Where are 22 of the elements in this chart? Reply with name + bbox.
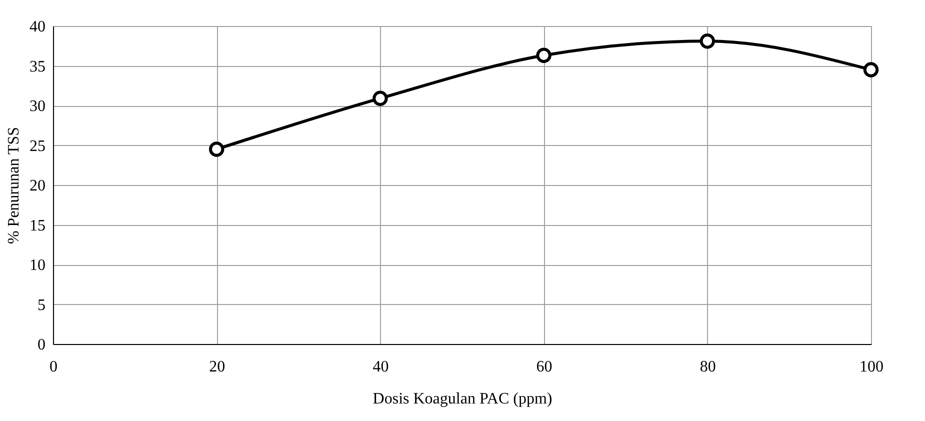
y-tick-label: 20 [30, 178, 46, 194]
x-tick-label: 60 [536, 358, 552, 376]
x-tick-label: 20 [209, 358, 226, 376]
y-tick-label: 40 [30, 18, 46, 36]
point [208, 142, 224, 157]
x-tick-label: 100 [860, 358, 884, 376]
point [536, 48, 552, 64]
y-tick-label: 5 [38, 296, 46, 314]
y-axis-title: % Penurunan TSS [6, 126, 22, 244]
y-tick-label: 25 [30, 138, 46, 155]
point [372, 90, 388, 106]
y-tick-label: 0 [38, 336, 46, 354]
y-tick-label: 30 [30, 98, 46, 115]
x-tick-label: 40 [372, 358, 389, 376]
x-tick-label: 0 [50, 358, 58, 376]
point [700, 33, 716, 49]
x-axis-title: Dosis Koagulan PAC (ppm) [372, 390, 552, 408]
y-tick-label: 35 [30, 58, 46, 76]
y-tick-label: 10 [30, 257, 46, 274]
x-tick-label: 80 [700, 358, 716, 376]
y-tick-label: 15 [30, 217, 46, 234]
point [863, 62, 879, 78]
